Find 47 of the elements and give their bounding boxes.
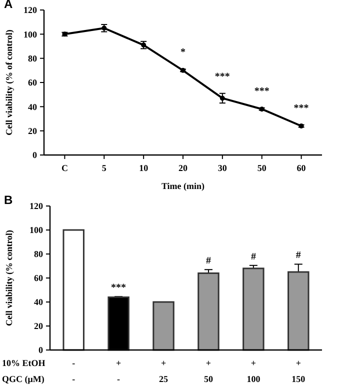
x-tick-label: + 50: [204, 358, 214, 384]
y-tick-label: 40: [34, 297, 44, 308]
x-axis-title: Time (min): [161, 181, 205, 191]
y-tick-label: 60: [34, 273, 44, 284]
x-tick-label: + -: [116, 358, 122, 384]
y-axis-title: Cell viability (% control): [4, 230, 14, 326]
x-tick-label: 10: [139, 163, 149, 173]
annotation: ***: [294, 102, 309, 114]
annotation: #: [250, 251, 256, 262]
annotation: ***: [254, 86, 270, 97]
bar: [242, 268, 264, 351]
x-tick-label: + 100: [246, 358, 261, 384]
annotation: *: [180, 47, 186, 58]
chart-title: A: [4, 0, 13, 11]
y-tick-label: 0: [32, 150, 38, 160]
bar: [62, 229, 84, 351]
x-tick-label: + 150: [292, 358, 306, 384]
y-tick-label: 0: [38, 345, 44, 356]
chart-title: B: [4, 193, 13, 207]
annotation: ***: [111, 282, 126, 294]
x-tick-label: 50: [257, 163, 267, 173]
y-tick-label: 100: [24, 29, 38, 40]
annotation: #: [296, 250, 301, 262]
y-tick-label: 100: [30, 225, 44, 236]
x-tick-label: C: [61, 163, 68, 173]
x-tick-label: 30: [218, 163, 228, 173]
bar: [152, 301, 174, 351]
text: QGC (μM): [2, 374, 44, 384]
x-tick-label: 60: [296, 163, 306, 173]
y-tick-label: 20: [28, 126, 38, 136]
y-tick-label: 60: [28, 78, 38, 88]
x-tick-label: - -: [72, 358, 76, 384]
bar: [198, 272, 220, 351]
y-axis-title: Cell viability (% of control): [4, 30, 14, 136]
y-tick-label: 80: [34, 249, 44, 260]
y-tick-label: 120: [30, 201, 44, 212]
x-tick-label: 20: [178, 163, 188, 173]
y-tick-label: 80: [28, 53, 38, 64]
y-tick-label: 40: [28, 102, 38, 112]
x-tick-label: + 25: [159, 358, 169, 384]
annotation: ***: [214, 71, 230, 82]
x-tick-label: 5: [102, 163, 107, 173]
bar: [288, 271, 310, 351]
text: 10% EtOH: [2, 358, 46, 368]
y-tick-label: 20: [34, 321, 44, 332]
y-tick-label: 120: [24, 5, 38, 16]
annotation: #: [206, 256, 211, 267]
